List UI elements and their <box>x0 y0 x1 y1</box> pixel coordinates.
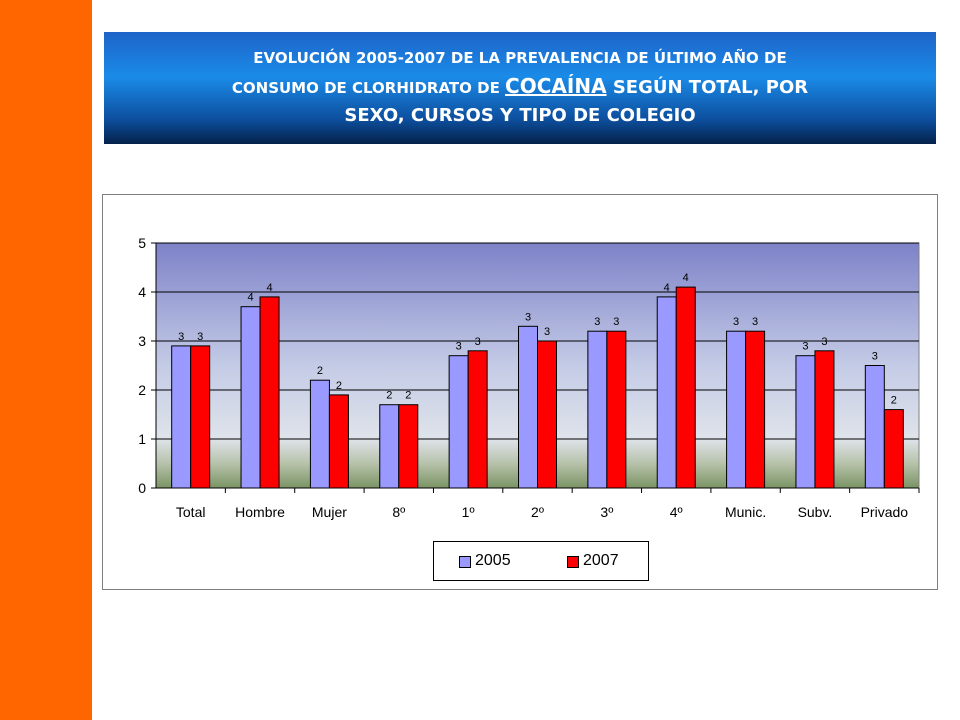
data-label-2007: 3 <box>544 326 550 338</box>
legend-label-2005: 2005 <box>475 552 511 569</box>
title-line-1-text: EVOLUCIÓN 2005-2007 DE LA PREVALENCIA DE… <box>253 49 787 67</box>
data-label-2005: 2 <box>386 390 392 402</box>
data-label-2007: 2 <box>336 380 342 392</box>
y-tick-label: 1 <box>138 431 146 447</box>
bar-2005 <box>656 296 677 489</box>
bar-2005 <box>518 325 538 489</box>
y-tick-label: 5 <box>138 235 146 251</box>
data-label-2007: 3 <box>197 331 203 343</box>
title-banner: EVOLUCIÓN 2005-2007 DE LA PREVALENCIA DE… <box>104 32 936 144</box>
bar-2007 <box>328 394 349 489</box>
bar-2007 <box>190 345 211 489</box>
chart-frame: 0 1 2 3 4 5 Total 3 3 Hombre 4 4 Mujer 2 2 8º 2 2 1º 3 3 2º 3 3… <box>102 194 938 590</box>
data-label-2005: 4 <box>664 282 670 294</box>
x-tick-label: 8º <box>392 504 405 520</box>
bar-2005 <box>240 306 261 489</box>
title-line-1: EVOLUCIÓN 2005-2007 DE LA PREVALENCIA DE… <box>124 44 916 72</box>
title-line-3-text: SEXO, CURSOS Y TIPO DE COLEGIO <box>344 105 696 126</box>
title-line-2-a: CONSUMO DE CLORHIDRATO DE <box>231 79 506 97</box>
data-label-2005: 3 <box>525 311 531 323</box>
y-tick-label: 4 <box>138 284 146 300</box>
x-tick-label: Privado <box>861 504 909 520</box>
data-label-2007: 3 <box>613 316 619 328</box>
x-tick-label: Total <box>176 504 206 520</box>
data-label-2005: 3 <box>872 351 878 363</box>
bar-2007 <box>398 404 419 489</box>
bar-2007 <box>814 350 835 489</box>
data-label-2007: 3 <box>475 336 481 348</box>
data-label-2005: 3 <box>733 316 739 328</box>
title-cocaina: COCAÍNA <box>505 74 607 98</box>
chart-legend: 2005 2007 <box>433 541 649 581</box>
data-label-2007: 2 <box>891 395 897 407</box>
bar-chart: 0 1 2 3 4 5 Total 3 3 Hombre 4 4 Mujer 2 2 8º 2 2 1º 3 3 2º 3 3… <box>138 235 920 520</box>
title-line-2: CONSUMO DE CLORHIDRATO DE COCAÍNA SEGÚN … <box>124 72 916 102</box>
bar-2007 <box>745 330 766 489</box>
bar-2007 <box>537 340 557 489</box>
y-tick-label: 2 <box>138 382 146 398</box>
title-line-2-c: SEGÚN TOTAL, POR <box>606 77 809 98</box>
data-label-2007: 4 <box>266 282 272 294</box>
x-tick-label: 1º <box>462 504 475 520</box>
legend-swatch-2005 <box>459 556 471 568</box>
bar-2005 <box>726 330 747 489</box>
x-tick-label: 3º <box>600 504 613 520</box>
x-tick-label: 4º <box>670 504 683 520</box>
x-tick-label: Munic. <box>725 504 766 520</box>
data-label-2007: 3 <box>752 316 758 328</box>
bar-2005 <box>309 379 330 489</box>
bar-2005 <box>795 355 816 489</box>
bar-2007 <box>675 286 696 489</box>
data-label-2007: 2 <box>405 390 411 402</box>
x-tick-label: Subv. <box>798 504 833 520</box>
bar-2005 <box>587 330 608 489</box>
y-tick-label: 0 <box>138 480 146 496</box>
legend-label-2007: 2007 <box>583 552 619 569</box>
bar-2005 <box>379 404 400 489</box>
data-label-2005: 3 <box>594 316 600 328</box>
data-label-2005: 3 <box>178 331 184 343</box>
bar-2005 <box>864 365 885 489</box>
x-tick-label: Hombre <box>235 504 285 520</box>
y-tick-label: 3 <box>138 333 146 349</box>
data-label-2005: 4 <box>247 292 253 304</box>
bar-2005 <box>448 355 469 489</box>
data-label-2007: 4 <box>683 272 689 284</box>
x-tick-label: 2º <box>531 504 544 520</box>
x-tick-label: Mujer <box>312 504 347 520</box>
data-label-2005: 3 <box>802 341 808 353</box>
bar-2007 <box>883 409 904 489</box>
bar-2007 <box>606 330 627 489</box>
bar-2005 <box>171 345 192 489</box>
data-label-2007: 3 <box>821 336 827 348</box>
bar-2007 <box>467 350 488 489</box>
bar-2007 <box>259 296 280 489</box>
data-label-2005: 2 <box>317 365 323 377</box>
data-label-2005: 3 <box>456 341 462 353</box>
side-accent-bar <box>0 0 92 720</box>
legend-swatch-2007 <box>567 556 579 568</box>
title-line-3: SEXO, CURSOS Y TIPO DE COLEGIO <box>124 102 916 130</box>
